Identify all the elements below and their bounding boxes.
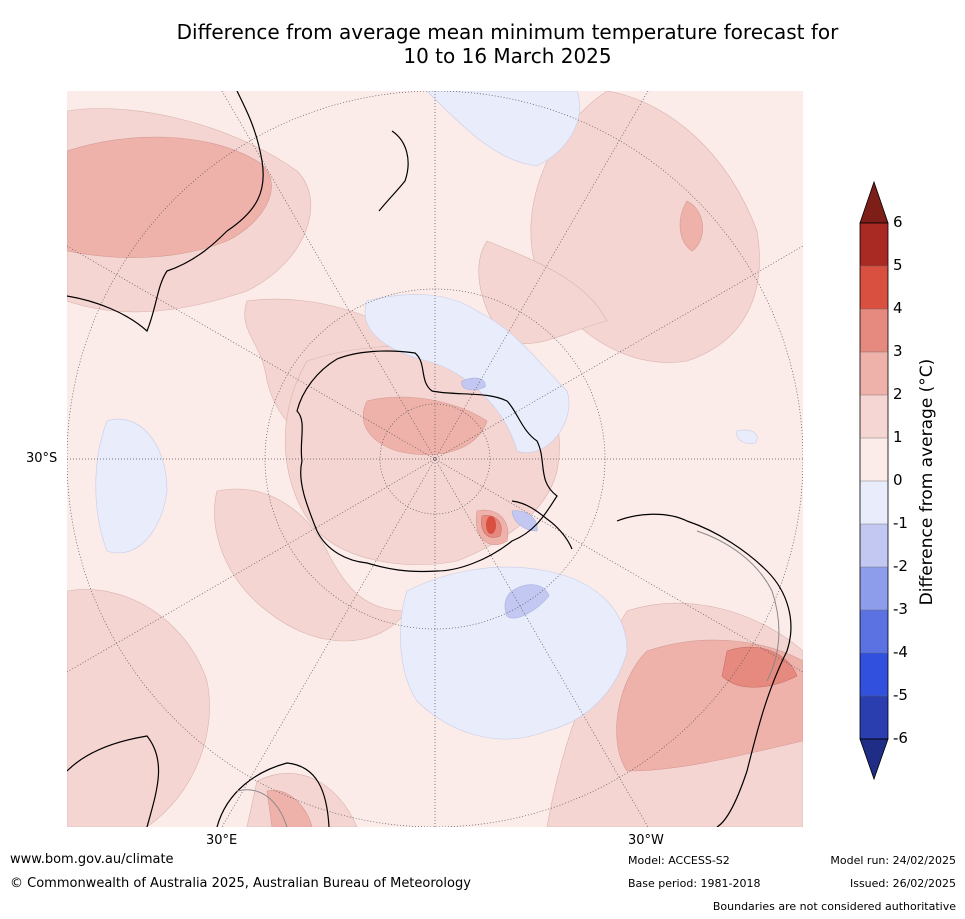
website-link[interactable]: www.bom.gov.au/climate bbox=[10, 852, 174, 867]
map-panel bbox=[67, 91, 803, 827]
colorbar-tick-label: 2 bbox=[893, 385, 903, 403]
colorbar-tick-label: -6 bbox=[893, 729, 908, 747]
longitude-label-west: 30°W bbox=[628, 833, 664, 848]
australia-coastline bbox=[67, 91, 264, 333]
colorbar-segment bbox=[860, 653, 888, 696]
anomaly-minus2-to-minus1-region bbox=[461, 377, 550, 619]
colorbar-tick-label: -5 bbox=[893, 686, 908, 704]
colorbar bbox=[859, 180, 889, 781]
base-period: Base period: 1981-2018 bbox=[628, 877, 761, 890]
colorbar-tick-label: 4 bbox=[893, 299, 903, 317]
colorbar-segment bbox=[860, 266, 888, 309]
model-name: Model: ACCESS-S2 bbox=[628, 854, 730, 867]
colorbar-segment bbox=[860, 567, 888, 610]
anomaly-minus1-to-0-region bbox=[95, 91, 758, 740]
graticule bbox=[67, 91, 803, 827]
colorbar-segment bbox=[860, 610, 888, 653]
colorbar-extend-high bbox=[859, 180, 889, 224]
anomaly-4-to-5-region bbox=[486, 516, 496, 534]
colorbar-tick-label: -1 bbox=[893, 514, 908, 532]
africa-southern-coastline bbox=[216, 762, 330, 827]
antarctica-coastline bbox=[296, 350, 558, 573]
colorbar-title: Difference from average (°C) bbox=[917, 358, 937, 606]
colorbar-tick-label: -2 bbox=[893, 557, 908, 575]
colorbar-tick-label: -4 bbox=[893, 643, 908, 661]
colorbar-tick-label: -3 bbox=[893, 600, 908, 618]
map-svg bbox=[67, 91, 803, 827]
colorbar-tick-label: 3 bbox=[893, 342, 903, 360]
colorbar-tick-label: 1 bbox=[893, 428, 903, 446]
south-america-coastline bbox=[616, 513, 792, 827]
colorbar-segment bbox=[860, 309, 888, 352]
title-line-2: 10 to 16 March 2025 bbox=[403, 44, 612, 68]
new-zealand-coastline bbox=[378, 130, 409, 212]
colorbar-segment bbox=[860, 696, 888, 739]
colorbar-tick-label: 5 bbox=[893, 256, 903, 274]
country-boundaries bbox=[236, 530, 780, 827]
latitude-label: 30°S bbox=[26, 451, 58, 466]
copyright-text: © Commonwealth of Australia 2025, Austra… bbox=[10, 876, 471, 891]
colorbar-segment bbox=[860, 223, 888, 266]
longitude-label-east: 30°E bbox=[206, 833, 238, 848]
boundaries-disclaimer: Boundaries are not considered authoritat… bbox=[712, 900, 956, 913]
colorbar-segment bbox=[860, 352, 888, 395]
colorbar-tick-label: 6 bbox=[893, 213, 903, 231]
issued-date: Issued: 26/02/2025 bbox=[849, 877, 956, 890]
colorbar-segment bbox=[860, 481, 888, 524]
colorbar-tick-label: 0 bbox=[893, 471, 903, 489]
colorbar-segment bbox=[860, 438, 888, 481]
africa-coastline bbox=[67, 735, 160, 827]
title-line-1: Difference from average mean minimum tem… bbox=[176, 20, 839, 44]
colorbar-extend-low bbox=[859, 738, 889, 781]
model-run-date: Model run: 24/02/2025 bbox=[830, 854, 956, 867]
chart-title: Difference from average mean minimum tem… bbox=[0, 20, 965, 68]
colorbar-segment bbox=[860, 395, 888, 438]
antarctic-peninsula-coastline bbox=[511, 500, 573, 550]
colorbar-segment bbox=[860, 524, 888, 567]
coastlines bbox=[67, 91, 792, 827]
